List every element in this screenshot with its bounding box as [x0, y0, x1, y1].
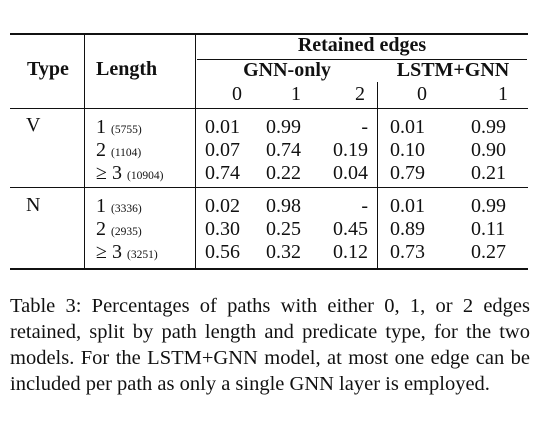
type-label: V: [26, 114, 41, 136]
bottom-rule: [10, 268, 528, 270]
type-label: N: [26, 194, 41, 216]
vline-type-length: [84, 35, 85, 268]
gnn-value: 0.74: [266, 139, 301, 161]
header-gnn-col: 2: [355, 83, 365, 105]
gnn-value: 0.25: [266, 218, 301, 240]
gnn-value: 0.22: [266, 162, 301, 184]
table-caption: Table 3: Percentages of paths with eithe…: [10, 295, 530, 395]
length-cell: ≥ 3 (3251): [96, 241, 158, 263]
length-cell: 2 (1104): [96, 139, 142, 161]
gnn-value: 0.19: [333, 139, 368, 161]
header-gnn-col: 0: [232, 83, 242, 105]
gnn-value: 0.74: [205, 162, 240, 184]
header-gnn-only: GNN-only: [243, 59, 331, 81]
length-cell: 2 (2935): [96, 218, 142, 240]
gnn-value: 0.02: [205, 195, 240, 217]
lstm-value: 0.73: [390, 241, 425, 263]
header-type: Type: [27, 58, 69, 80]
gnn-value: 0.99: [266, 116, 301, 138]
vline-gnn-lstm: [377, 82, 378, 268]
lstm-value: 0.99: [471, 195, 506, 217]
gnn-value: 0.30: [205, 218, 240, 240]
length-cell: ≥ 3 (10904): [96, 162, 164, 184]
lstm-value: 0.27: [471, 241, 506, 263]
header-lstm-col: 0: [417, 83, 427, 105]
gnn-value: 0.07: [205, 139, 240, 161]
retained-edges-underline: [197, 59, 527, 60]
header-rule: [10, 108, 528, 109]
header-lstm-col: 1: [498, 83, 508, 105]
header-lstm-gnn: LSTM+GNN: [396, 59, 510, 81]
lstm-value: 0.01: [390, 116, 425, 138]
lstm-value: 0.10: [390, 139, 425, 161]
top-rule: [10, 33, 528, 35]
length-cell: 1 (5755): [96, 116, 142, 138]
gnn-value: 0.32: [266, 241, 301, 263]
gnn-value: 0.12: [333, 241, 368, 263]
gnn-value: -: [361, 195, 368, 217]
gnn-value: 0.98: [266, 195, 301, 217]
length-cell: 1 (3336): [96, 195, 142, 217]
lstm-value: 0.79: [390, 162, 425, 184]
gnn-value: -: [361, 116, 368, 138]
lstm-value: 0.01: [390, 195, 425, 217]
group-separator-rule: [10, 187, 528, 188]
gnn-value: 0.01: [205, 116, 240, 138]
header-length: Length: [96, 58, 158, 80]
lstm-value: 0.21: [471, 162, 506, 184]
header-gnn-col: 1: [291, 83, 301, 105]
header-retained-edges: Retained edges: [297, 34, 427, 56]
gnn-value: 0.04: [333, 162, 368, 184]
lstm-value: 0.11: [471, 218, 506, 240]
lstm-value: 0.90: [471, 139, 506, 161]
lstm-value: 0.99: [471, 116, 506, 138]
vline-length-values: [195, 35, 196, 268]
lstm-value: 0.89: [390, 218, 425, 240]
gnn-value: 0.45: [333, 218, 368, 240]
gnn-value: 0.56: [205, 241, 240, 263]
